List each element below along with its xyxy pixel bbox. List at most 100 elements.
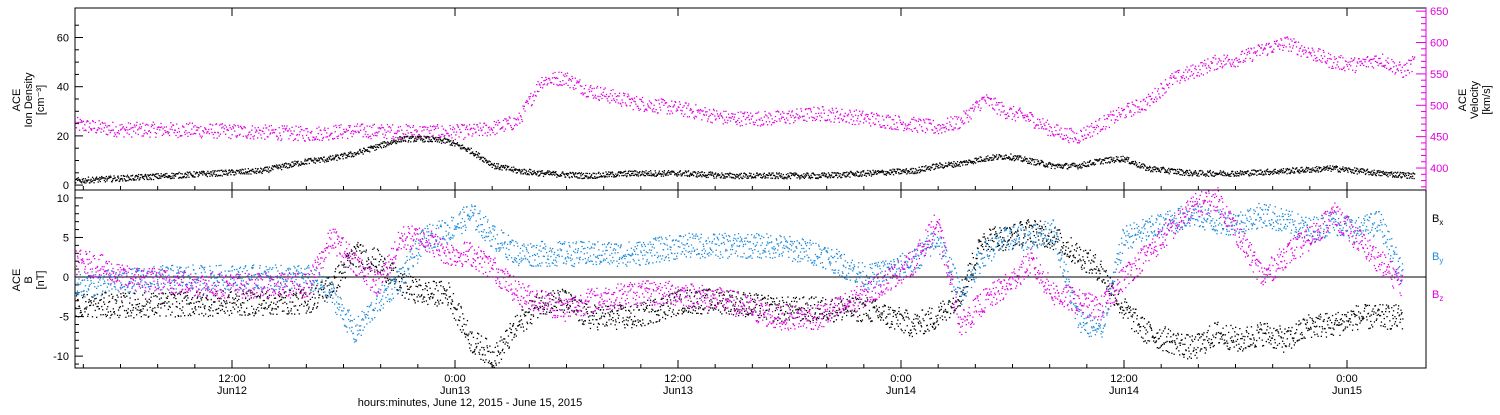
data-point <box>1240 61 1241 62</box>
data-point <box>1331 171 1332 172</box>
data-point <box>1370 63 1371 64</box>
data-point <box>277 168 278 169</box>
data-point <box>787 113 788 114</box>
data-point <box>140 309 141 310</box>
data-point <box>727 176 728 177</box>
data-point <box>939 167 940 168</box>
data-point <box>743 116 744 117</box>
data-point <box>103 297 104 298</box>
data-point <box>839 175 840 176</box>
data-point <box>489 127 490 128</box>
data-point <box>1327 60 1328 61</box>
data-point <box>1261 47 1262 48</box>
data-point <box>987 158 988 159</box>
data-point <box>1216 69 1217 70</box>
data-point <box>650 170 651 171</box>
data-point <box>704 107 705 108</box>
data-point <box>724 176 725 177</box>
data-point <box>1298 42 1299 43</box>
data-point <box>398 127 399 128</box>
data-point <box>730 120 731 121</box>
data-point <box>740 174 741 175</box>
data-point <box>1391 59 1392 60</box>
data-point <box>635 171 636 172</box>
data-point <box>767 124 768 125</box>
data-point <box>1043 128 1044 129</box>
data-point <box>1368 66 1369 67</box>
data-point <box>603 173 604 174</box>
data-point <box>382 134 383 135</box>
data-point <box>1054 127 1055 128</box>
data-point <box>910 122 911 123</box>
data-point <box>584 92 585 93</box>
data-point <box>652 111 653 112</box>
data-point <box>287 167 288 168</box>
data-point <box>122 179 123 180</box>
b-tick-label: -10 <box>53 351 69 363</box>
data-point <box>1212 175 1213 176</box>
data-point <box>165 173 166 174</box>
data-point <box>1233 65 1234 66</box>
data-point <box>119 124 120 125</box>
data-point <box>471 128 472 129</box>
data-point <box>1339 68 1340 69</box>
data-point <box>155 137 156 138</box>
data-point <box>80 122 81 123</box>
data-point <box>1070 128 1071 129</box>
data-point <box>647 103 648 104</box>
data-point <box>1109 157 1110 158</box>
data-point <box>1135 162 1136 163</box>
data-point <box>132 175 133 176</box>
data-point <box>370 138 371 139</box>
data-point <box>792 110 793 111</box>
data-point <box>79 308 80 309</box>
data-point <box>842 175 843 176</box>
data-point <box>504 167 505 168</box>
data-point <box>1285 171 1286 172</box>
data-point <box>131 312 132 313</box>
data-point <box>912 119 913 120</box>
data-point <box>1301 45 1302 46</box>
data-point <box>667 175 668 176</box>
data-point <box>928 166 929 167</box>
data-point <box>1361 172 1362 173</box>
data-point <box>1072 165 1073 166</box>
data-point <box>130 128 131 129</box>
data-point <box>1220 60 1221 61</box>
data-point <box>710 122 711 123</box>
data-point <box>903 130 904 131</box>
data-point <box>725 173 726 174</box>
data-point <box>215 132 216 133</box>
data-point <box>151 179 152 180</box>
data-point <box>776 121 777 122</box>
data-point <box>144 292 145 293</box>
data-point <box>278 167 279 168</box>
data-point <box>1121 159 1122 160</box>
data-point <box>203 131 204 132</box>
data-point <box>995 98 996 99</box>
data-point <box>1193 173 1194 174</box>
data-point <box>836 175 837 176</box>
data-point <box>1033 164 1034 165</box>
data-point <box>206 174 207 175</box>
data-point <box>459 129 460 130</box>
data-point <box>1167 169 1168 170</box>
data-point <box>1361 61 1362 62</box>
data-point <box>1294 172 1295 173</box>
data-point <box>821 177 822 178</box>
data-point <box>95 303 96 304</box>
data-point <box>91 128 92 129</box>
data-point <box>354 131 355 132</box>
data-point <box>235 135 236 136</box>
data-point <box>467 151 468 152</box>
data-point <box>674 172 675 173</box>
data-point <box>870 172 871 173</box>
data-point <box>175 316 176 317</box>
data-point <box>1207 72 1208 73</box>
data-point <box>350 133 351 134</box>
data-point <box>177 307 178 308</box>
data-point <box>816 119 817 120</box>
data-point <box>652 109 653 110</box>
data-point <box>1235 172 1236 173</box>
data-point <box>1335 67 1336 68</box>
